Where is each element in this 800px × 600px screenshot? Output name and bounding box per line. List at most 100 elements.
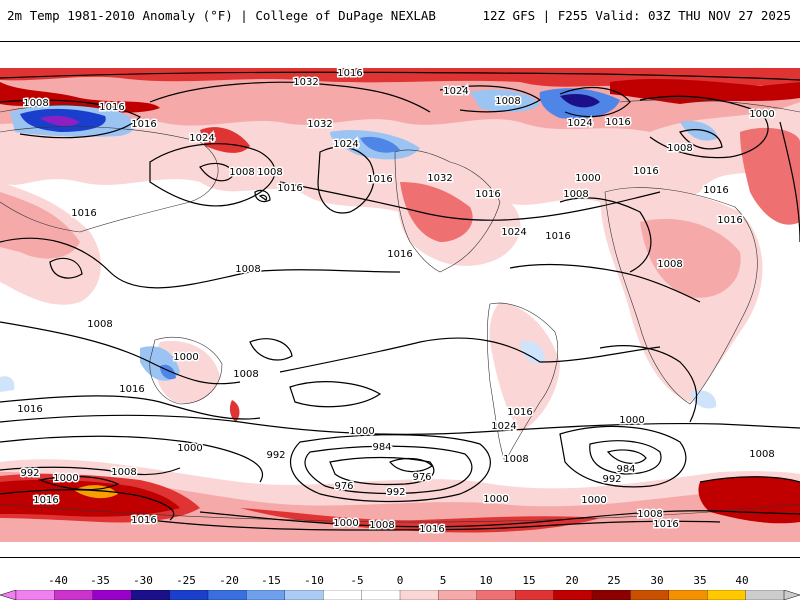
isobar-line bbox=[279, 181, 661, 221]
isobar-line bbox=[599, 345, 698, 423]
isobar-line bbox=[0, 99, 142, 139]
isobar-line bbox=[0, 71, 800, 81]
isobar-line bbox=[289, 381, 382, 408]
isobar-line bbox=[509, 263, 701, 303]
colorbar-segment bbox=[207, 590, 248, 600]
isobar-line bbox=[149, 519, 721, 531]
cold-anomaly-region bbox=[560, 94, 600, 108]
isobar-layer bbox=[0, 71, 800, 531]
isobar-label: 976 bbox=[412, 472, 431, 483]
isobar-label: 1000 bbox=[581, 495, 606, 506]
isobar-label: 1008 bbox=[87, 319, 112, 330]
isobar-label: 1008 bbox=[495, 96, 520, 107]
isobar-label: 1008 bbox=[667, 143, 692, 154]
isobar-label: 1000 bbox=[483, 494, 508, 505]
warm-anomaly-region bbox=[229, 400, 240, 422]
isobar-label: 1016 bbox=[717, 215, 742, 226]
colorbar-segment bbox=[668, 590, 708, 600]
isobar-label: 1016 bbox=[337, 68, 362, 79]
isobar-label: 992 bbox=[266, 450, 285, 461]
isobar-label: 1008 bbox=[229, 167, 254, 178]
isobar-label: 1000 bbox=[575, 173, 600, 184]
isobar-label: 1016 bbox=[131, 119, 156, 130]
isobar-label: 1000 bbox=[749, 109, 774, 120]
isobar-label: 1008 bbox=[503, 454, 528, 465]
isobar-line bbox=[304, 445, 473, 495]
cold-anomaly-region bbox=[680, 120, 718, 141]
isobar-line bbox=[49, 257, 83, 279]
isobar-line bbox=[0, 414, 800, 435]
isobar-line bbox=[559, 87, 631, 118]
colorbar-tick: 25 bbox=[607, 574, 621, 587]
isobar-line bbox=[329, 456, 435, 486]
isobar-label: 1008 bbox=[257, 167, 282, 178]
isobar-label: 992 bbox=[386, 487, 405, 498]
anomaly-map: 1016 1032 1008 1016 1024 1008 1024 1016 … bbox=[0, 67, 800, 542]
isobar-label: 1016 bbox=[633, 166, 658, 177]
warm-anomaly-region bbox=[200, 127, 250, 153]
colorbar-tick: -20 bbox=[219, 574, 239, 587]
colorbar-tick: 20 bbox=[565, 574, 579, 587]
isobar-label: 1016 bbox=[475, 189, 500, 200]
colorbar-segment bbox=[92, 590, 132, 600]
isobar-label: 984 bbox=[372, 442, 391, 453]
isobar-label: 1016 bbox=[387, 249, 412, 260]
colorbar-tick: 5 bbox=[439, 574, 447, 587]
colorbar-segment bbox=[284, 590, 324, 600]
colorbar-segment bbox=[15, 590, 56, 600]
colorbar-tick: 40 bbox=[735, 574, 749, 587]
isobar-label: 1016 bbox=[71, 208, 96, 219]
colorbar-segment bbox=[553, 590, 593, 600]
isobar-line bbox=[279, 337, 661, 373]
colorbar-segment bbox=[591, 590, 632, 600]
colorbar-tick: 10 bbox=[479, 574, 493, 587]
colorbar-segment bbox=[438, 590, 478, 600]
warm-anomaly-region bbox=[400, 182, 473, 242]
isobar-label: 1008 bbox=[23, 98, 48, 109]
isobar-label: 1000 bbox=[619, 415, 644, 426]
isobar-line bbox=[149, 143, 276, 207]
isobar-label: 1016 bbox=[545, 231, 570, 242]
isobar-line bbox=[249, 338, 293, 361]
isobar-label: 1000 bbox=[177, 443, 202, 454]
colorbar-tick-labels: -40 -35 -30 -25 -20 -15 -10 -5 0 5 10 15… bbox=[0, 562, 800, 587]
colorbar-segment bbox=[323, 590, 363, 600]
coastline bbox=[487, 302, 558, 463]
map-header: 2m Temp 1981-2010 Anomaly (°F) | College… bbox=[0, 0, 800, 32]
cold-anomaly-region bbox=[360, 136, 400, 153]
isobar-label: 1024 bbox=[491, 421, 516, 432]
isobar-line bbox=[639, 95, 769, 159]
isobar-label: 1016 bbox=[119, 384, 144, 395]
isobar-line bbox=[606, 449, 647, 464]
warm-anomaly-region bbox=[640, 218, 741, 298]
isobar-label: 1008 bbox=[637, 509, 662, 520]
colorbar-strip bbox=[0, 590, 800, 600]
isobar-label: 1016 bbox=[33, 495, 58, 506]
isobar-label: 1000 bbox=[53, 473, 78, 484]
colorbar-segment bbox=[131, 590, 171, 600]
isobar-label: 1032 bbox=[427, 173, 452, 184]
map-panel: 1016 1032 1008 1016 1024 1008 1024 1016 … bbox=[0, 41, 800, 558]
isobar-label: 1024 bbox=[333, 139, 358, 150]
colorbar-tick: -25 bbox=[176, 574, 196, 587]
colorbar-end-arrow bbox=[0, 590, 17, 600]
coastline bbox=[0, 503, 800, 523]
isobar-label: 1032 bbox=[293, 77, 318, 88]
colorbar-legend: -40 -35 -30 -25 -20 -15 -10 -5 0 5 10 15… bbox=[0, 562, 800, 600]
isobar-line bbox=[199, 162, 235, 182]
isobar-label: 1016 bbox=[367, 174, 392, 185]
isobar-label: 1016 bbox=[277, 183, 302, 194]
isobar-label: 1024 bbox=[189, 133, 214, 144]
isobar-line bbox=[37, 475, 120, 491]
isobar-line bbox=[0, 395, 261, 420]
isobar-label: 1032 bbox=[307, 119, 332, 130]
colorbar-tick: -15 bbox=[261, 574, 281, 587]
colorbar-segment bbox=[54, 590, 94, 600]
isobar-label: 1016 bbox=[419, 524, 444, 535]
isobar-line bbox=[199, 510, 800, 528]
coastline bbox=[604, 187, 758, 405]
colorbar-tick: 30 bbox=[650, 574, 664, 587]
colorbar-segment bbox=[169, 590, 209, 600]
coastline bbox=[149, 337, 223, 405]
product-title: 2m Temp 1981-2010 Anomaly (°F) | College… bbox=[7, 8, 436, 23]
